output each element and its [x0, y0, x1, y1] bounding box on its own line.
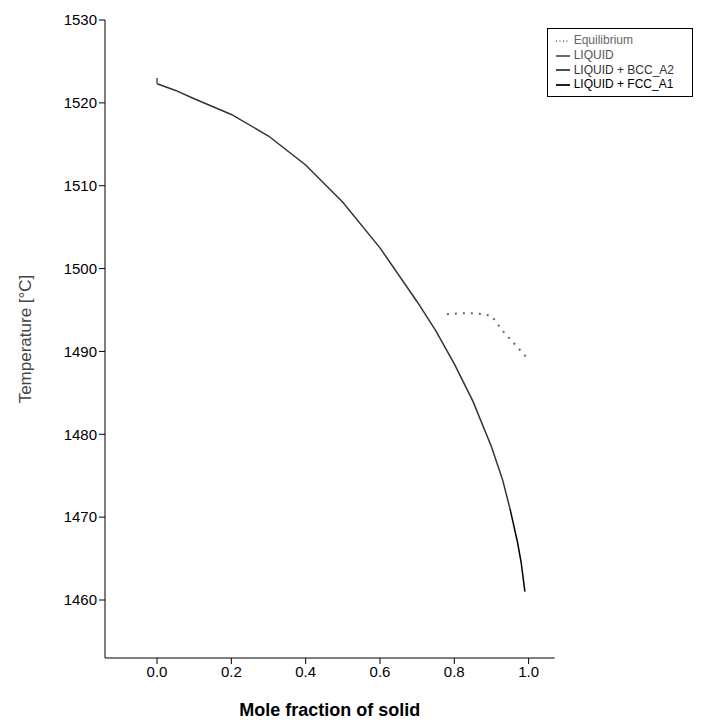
svg-text:1480: 1480 [64, 426, 97, 443]
svg-text:0.6: 0.6 [370, 663, 391, 680]
svg-text:1490: 1490 [64, 343, 97, 360]
svg-text:0.2: 0.2 [221, 663, 242, 680]
svg-text:1530: 1530 [64, 11, 97, 28]
svg-text:0.8: 0.8 [444, 663, 465, 680]
svg-text:Temperature [°C]: Temperature [°C] [16, 275, 35, 404]
html-text:LIQUID: LIQUID [573, 47, 614, 62]
html-text:LIQUID + BCC_A2: LIQUID + BCC_A2 [573, 62, 674, 77]
svg-text:Mole fraction of solid: Mole fraction of solid [239, 700, 420, 720]
svg-text:1460: 1460 [64, 591, 97, 608]
svg-text:1470: 1470 [64, 508, 97, 525]
svg-text:1.0: 1.0 [518, 663, 539, 680]
svg-text:1510: 1510 [64, 177, 97, 194]
svg-text:0.0: 0.0 [147, 663, 168, 680]
svg-text:0.4: 0.4 [295, 663, 316, 680]
html-text:Equilibrium: Equilibrium [573, 33, 633, 47]
svg-text:1500: 1500 [64, 260, 97, 277]
svg-text:1520: 1520 [64, 94, 97, 111]
html-text:LIQUID + FCC_A1: LIQUID + FCC_A1 [573, 77, 674, 92]
